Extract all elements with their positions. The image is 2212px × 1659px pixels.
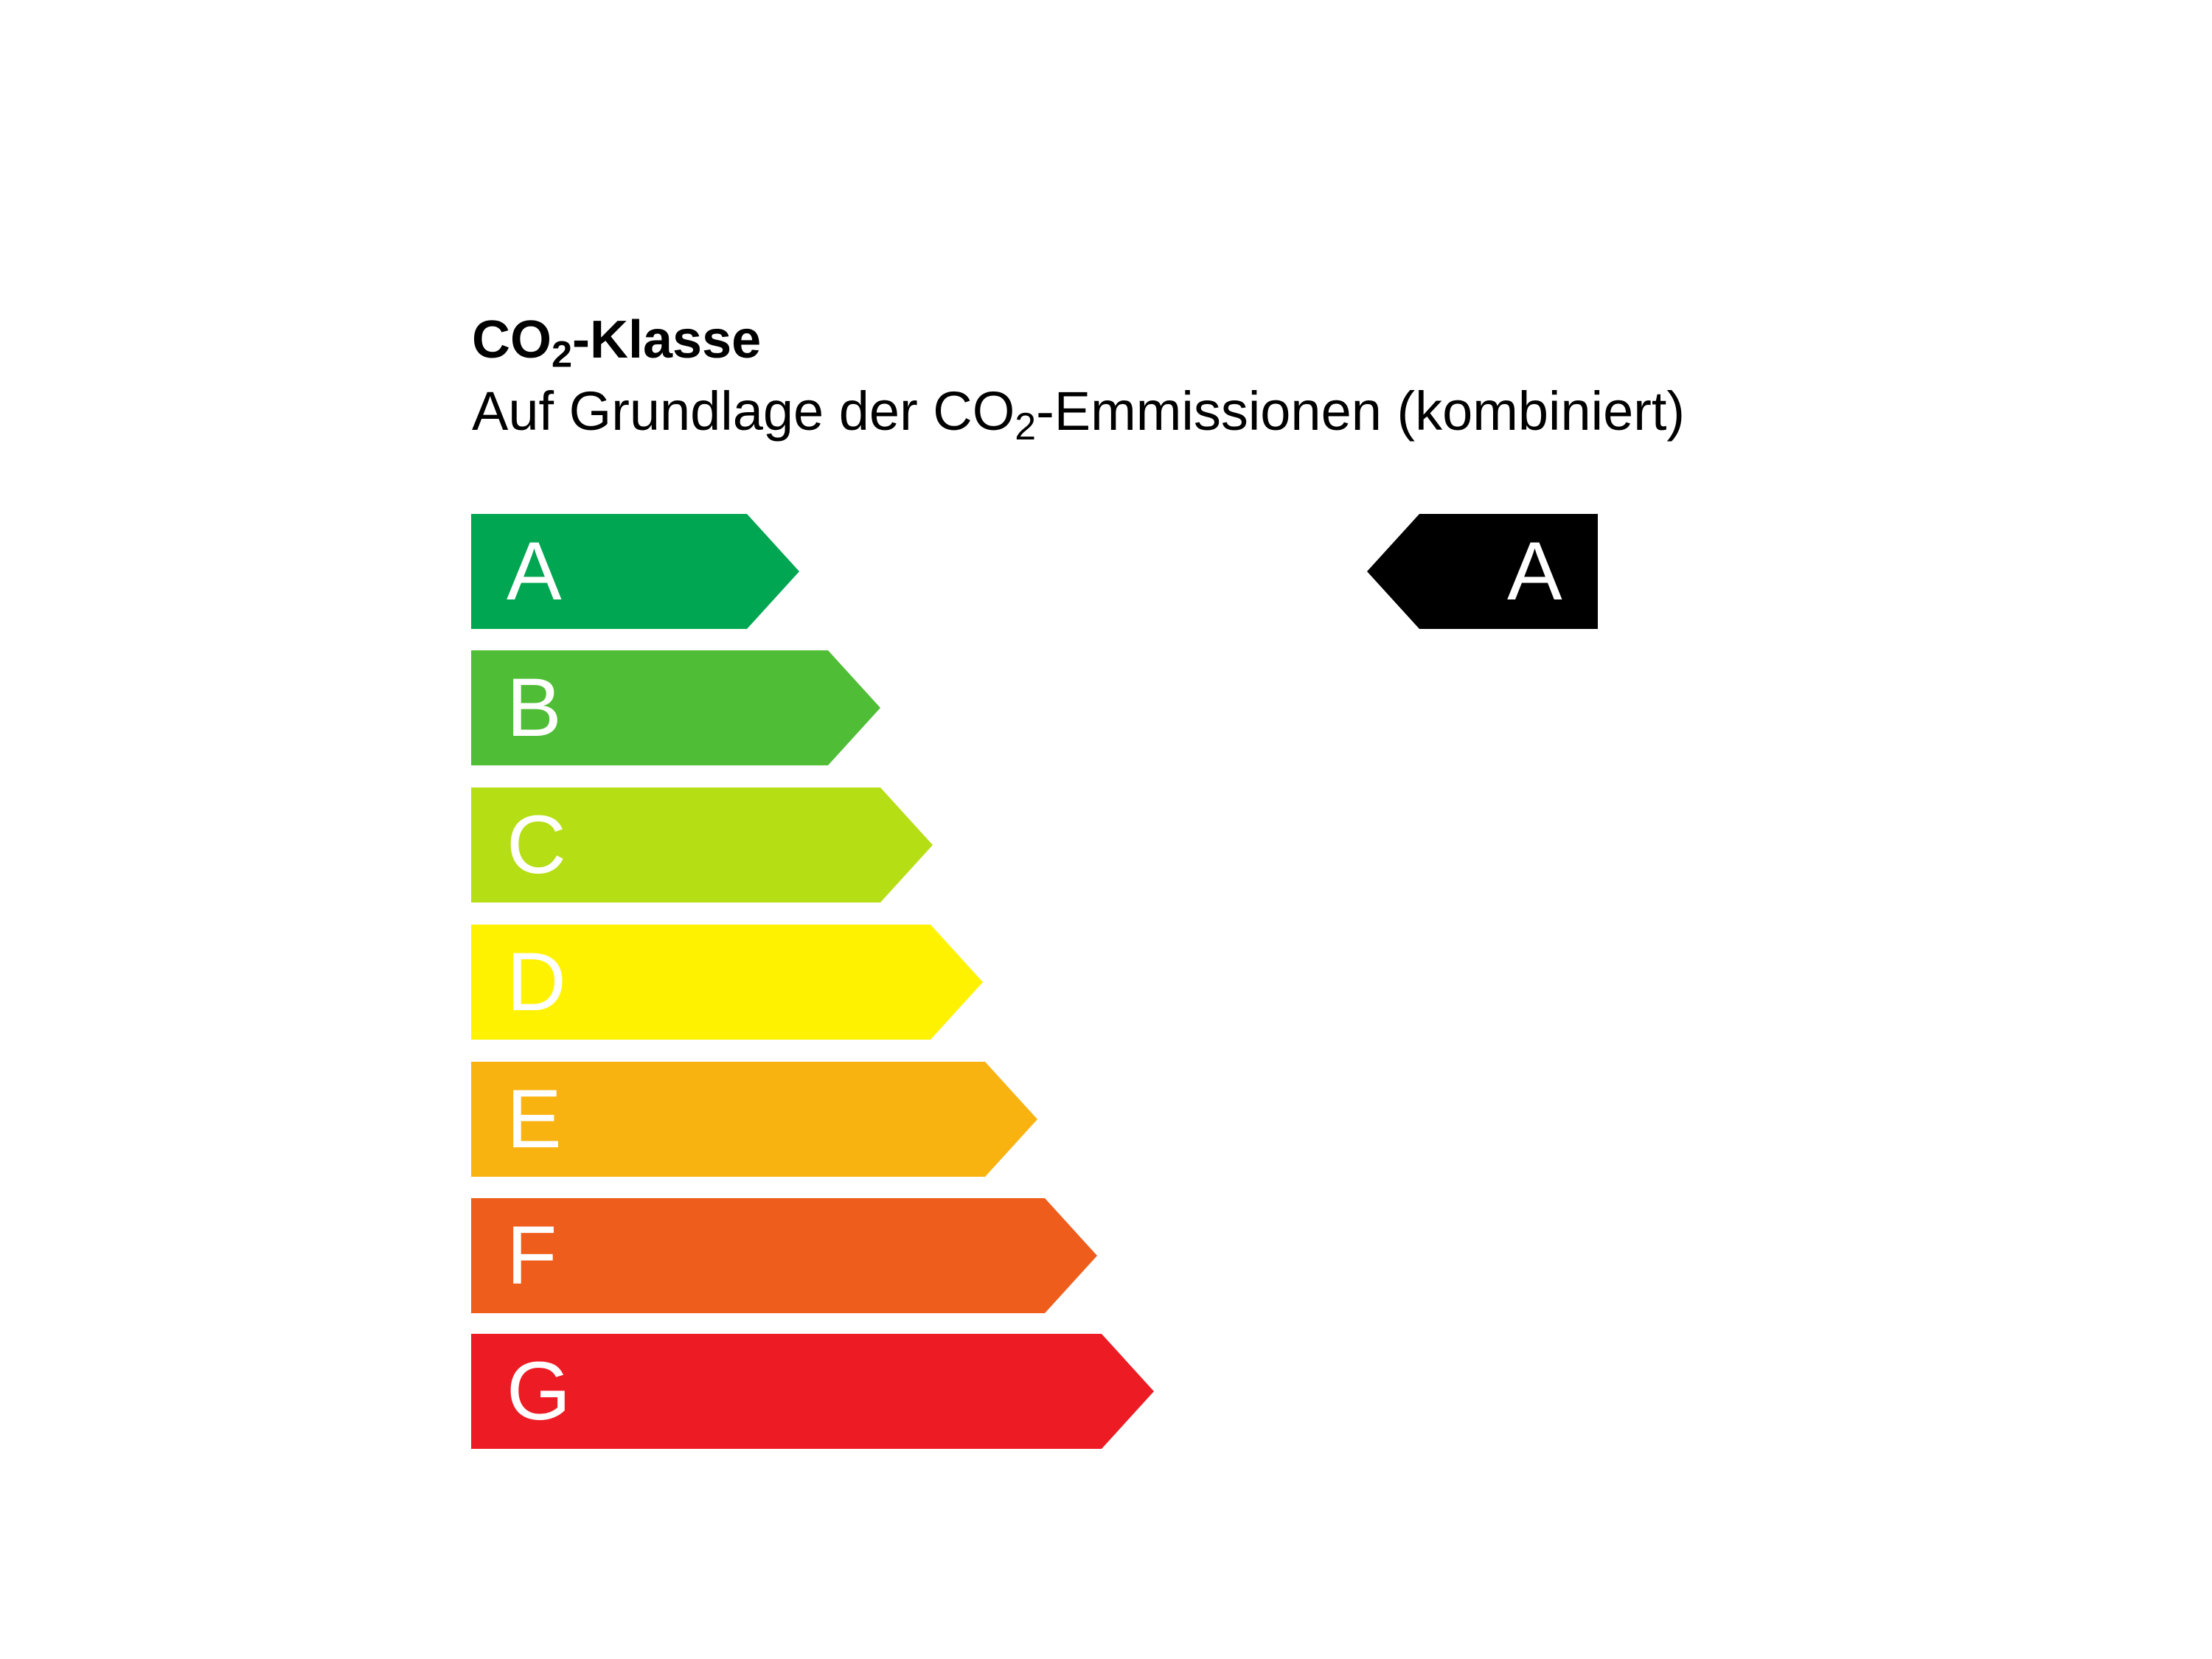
class-bar-b: B [471,650,880,765]
class-bar-d: D [471,925,983,1040]
rating-indicator: A [1367,514,1598,629]
title-text: CO [472,310,552,369]
class-bar-g: G [471,1334,1154,1449]
class-letter: F [507,1209,557,1301]
class-bar-c: C [471,787,933,902]
class-bar-e: E [471,1062,1037,1177]
class-letter: B [507,661,562,754]
class-letter: G [507,1345,571,1437]
class-letter: E [507,1073,562,1165]
subtitle: Auf Grundlage der CO2-Emmissionen (kombi… [472,380,1685,448]
subtitle-subscript: 2 [1015,404,1037,448]
class-bar-a: A [471,514,799,629]
class-letter: D [507,936,566,1028]
subtitle-text: Auf Grundlage der CO [472,380,1015,442]
class-letter: A [507,525,562,617]
rating-letter: A [1507,525,1562,617]
class-letter: C [507,799,566,891]
title-subscript: 2 [552,333,573,375]
subtitle-text-suffix: -Emmissionen (kombiniert) [1036,380,1686,442]
class-bar-f: F [471,1198,1097,1313]
title-text-suffix: -Klasse [572,310,762,369]
title: CO2-Klasse [472,310,761,376]
